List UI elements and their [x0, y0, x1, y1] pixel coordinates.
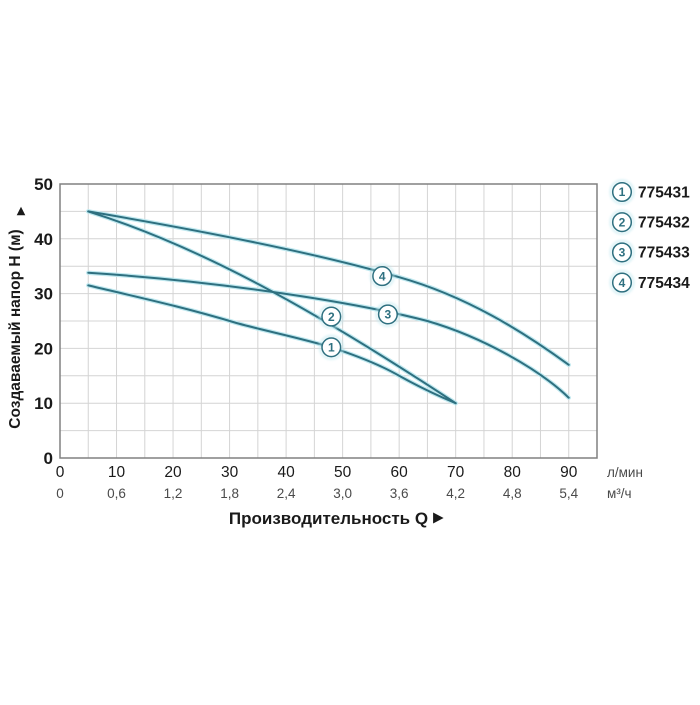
svg-text:Создаваемый напор H (м): Создаваемый напор H (м) [7, 229, 24, 428]
svg-text:Производительность Q: Производительность Q [229, 509, 428, 528]
svg-text:50: 50 [34, 175, 53, 194]
svg-text:л/мин: л/мин [607, 465, 643, 480]
svg-text:4,8: 4,8 [503, 486, 522, 501]
svg-text:0: 0 [56, 464, 65, 481]
svg-text:2,4: 2,4 [277, 486, 296, 501]
svg-text:775432: 775432 [638, 215, 690, 232]
svg-text:90: 90 [560, 464, 578, 481]
svg-text:4: 4 [379, 269, 386, 283]
svg-text:30: 30 [34, 285, 53, 304]
svg-text:10: 10 [108, 464, 126, 481]
svg-text:80: 80 [504, 464, 522, 481]
svg-text:70: 70 [447, 464, 465, 481]
svg-text:1: 1 [328, 341, 335, 355]
svg-text:0: 0 [44, 449, 53, 468]
svg-text:1: 1 [619, 185, 626, 199]
svg-text:3,0: 3,0 [333, 486, 352, 501]
svg-text:1,2: 1,2 [164, 486, 183, 501]
svg-text:3: 3 [619, 246, 626, 260]
svg-text:0,6: 0,6 [107, 486, 126, 501]
svg-text:10: 10 [34, 394, 53, 413]
svg-text:2: 2 [619, 215, 626, 229]
svg-text:40: 40 [34, 230, 53, 249]
svg-text:м³/ч: м³/ч [607, 486, 632, 501]
svg-text:0: 0 [56, 486, 64, 501]
svg-text:40: 40 [277, 464, 295, 481]
svg-text:1,8: 1,8 [220, 486, 239, 501]
svg-text:4,2: 4,2 [446, 486, 465, 501]
svg-text:30: 30 [221, 464, 239, 481]
svg-text:60: 60 [391, 464, 409, 481]
svg-text:50: 50 [334, 464, 352, 481]
svg-text:775434: 775434 [638, 275, 690, 292]
svg-text:3,6: 3,6 [390, 486, 409, 501]
svg-text:20: 20 [164, 464, 182, 481]
svg-text:2: 2 [328, 310, 335, 324]
svg-text:775433: 775433 [638, 245, 690, 262]
svg-text:5,4: 5,4 [559, 486, 578, 501]
svg-text:3: 3 [385, 308, 392, 322]
svg-text:775431: 775431 [638, 184, 690, 201]
svg-text:4: 4 [619, 276, 626, 290]
svg-text:20: 20 [34, 339, 53, 358]
